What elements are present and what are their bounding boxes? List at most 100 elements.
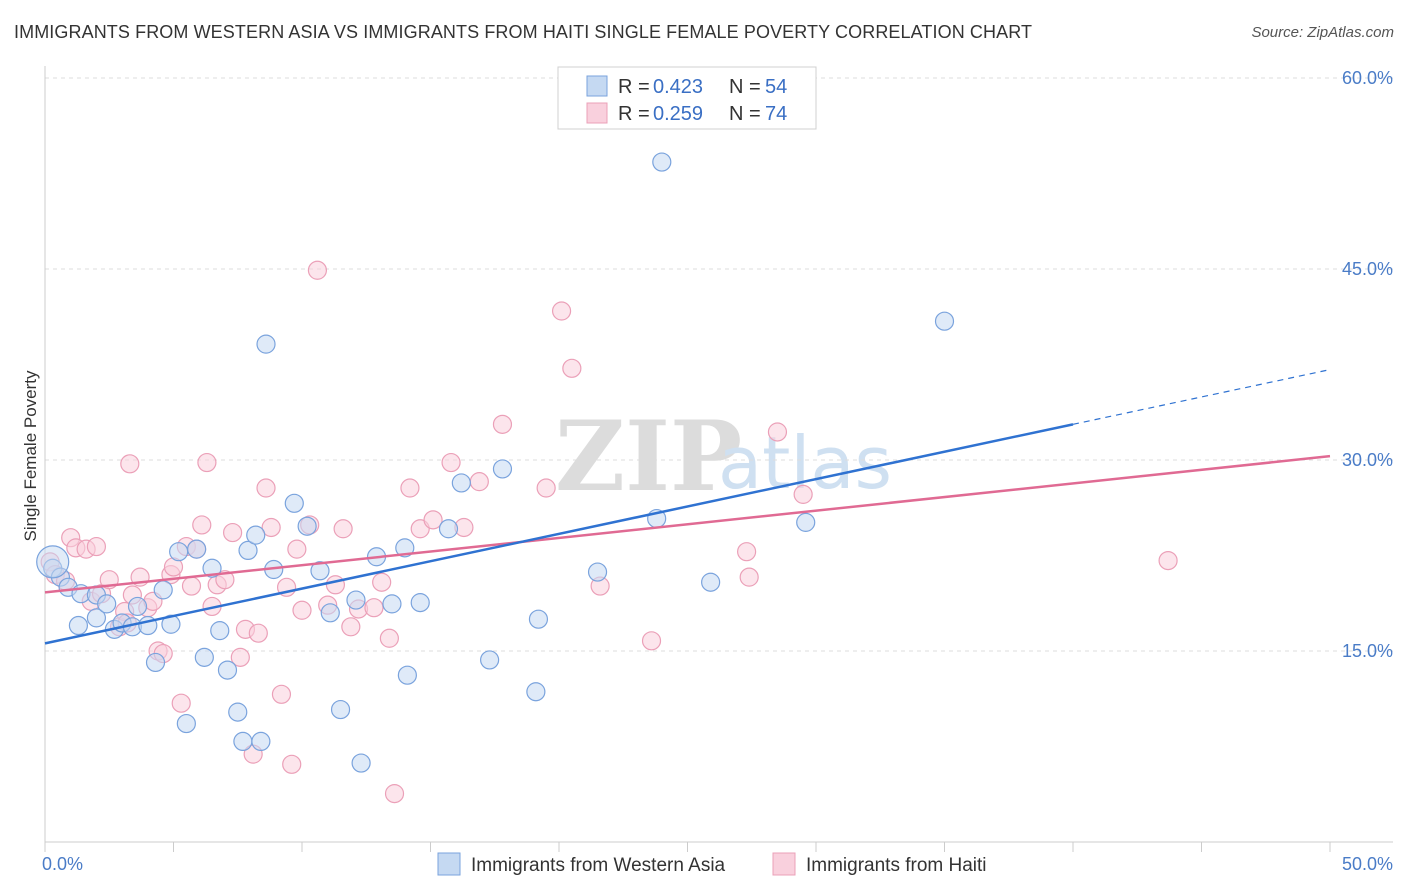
legend-r-label-pink: R =: [618, 103, 650, 125]
western-asia-point: [127, 596, 148, 617]
haiti-point: [379, 628, 399, 648]
haiti-point: [1158, 550, 1178, 571]
western-asia-point: [528, 609, 549, 629]
western-asia-point: [97, 594, 117, 614]
western-asia-point: [701, 572, 721, 592]
western-asia-point: [934, 311, 955, 331]
western-asia-point: [652, 152, 672, 172]
western-asia-point: [217, 660, 238, 680]
western-asia-point: [587, 562, 608, 582]
haiti-point: [333, 519, 353, 539]
haiti-point: [248, 623, 268, 643]
western-asia-point: [438, 519, 459, 539]
legend-r-value-blue: 0.423: [653, 76, 703, 98]
y-axis-label: Single Female Poverty: [21, 370, 40, 542]
haiti-point: [171, 693, 191, 713]
haiti-point: [256, 478, 276, 498]
western-asia-point: [228, 702, 248, 722]
western-asia-point: [297, 516, 317, 536]
western-asia-point: [310, 561, 330, 581]
chart-title: IMMIGRANTS FROM WESTERN ASIA VS IMMIGRAN…: [14, 22, 1033, 42]
western-asia-points: [36, 152, 955, 773]
western-asia-point: [397, 665, 417, 685]
grid-lines: [45, 77, 1393, 652]
western-asia-point: [202, 558, 222, 578]
haiti-trend-line: [44, 454, 1331, 594]
haiti-point: [492, 414, 513, 434]
haiti-points: [40, 260, 1178, 804]
x-axis-ticks: [44, 842, 1331, 852]
source-label: Source: ZipAtlas.com: [1251, 24, 1394, 41]
western-asia-point: [86, 608, 107, 628]
haiti-point: [181, 576, 202, 596]
legend-n-value-pink: 74: [765, 103, 787, 125]
western-asia-trend-line: [44, 423, 1074, 645]
haiti-point: [261, 517, 281, 538]
western-asia-point: [451, 473, 471, 493]
western-asia-point: [346, 590, 366, 610]
western-asia-point: [233, 731, 253, 752]
y-tick-label: 60.0%: [1342, 68, 1393, 88]
legend-r-value-pink: 0.259: [653, 103, 703, 125]
haiti-point: [469, 472, 489, 492]
haiti-point: [641, 631, 662, 651]
legend-n-label-pink: N =: [729, 103, 761, 125]
series-swatch-western-asia: [437, 852, 461, 876]
western-asia-point: [284, 493, 304, 513]
haiti-point: [341, 617, 361, 637]
y-tick-label: 30.0%: [1342, 450, 1393, 470]
legend-r-label-blue: R =: [618, 76, 650, 98]
haiti-point: [215, 570, 235, 590]
correlation-legend: R = 0.423 N = 54 R = 0.259 N = 74: [557, 66, 817, 130]
western-asia-point: [395, 538, 415, 558]
western-asia-point: [796, 512, 816, 532]
series-label-haiti: Immigrants from Haiti: [806, 855, 987, 876]
western-asia-point: [68, 615, 89, 636]
haiti-point: [441, 452, 461, 473]
western-asia-point: [153, 580, 173, 600]
haiti-point: [197, 452, 217, 473]
x-tick-label-min: 0.0%: [42, 854, 83, 874]
western-asia-point: [176, 713, 196, 734]
haiti-point: [767, 422, 788, 442]
haiti-point: [364, 598, 384, 618]
legend-swatch-blue: [586, 75, 608, 97]
haiti-point: [120, 454, 140, 474]
series-legend: Immigrants from Western Asia Immigrants …: [437, 852, 987, 876]
haiti-point: [400, 478, 420, 498]
western-asia-point: [330, 699, 351, 720]
haiti-point: [192, 515, 212, 535]
western-asia-point: [246, 525, 266, 545]
western-asia-trend-extension: [1072, 369, 1331, 425]
legend-n-label-blue: N =: [729, 76, 761, 98]
haiti-point: [271, 684, 292, 704]
trend-lines: [44, 369, 1331, 645]
western-asia-point: [36, 545, 70, 579]
series-label-western-asia: Immigrants from Western Asia: [471, 855, 726, 876]
legend-swatch-pink: [586, 102, 608, 124]
watermark-zip: ZIP: [555, 400, 742, 513]
legend-n-value-blue: 54: [765, 76, 787, 98]
haiti-point: [282, 754, 302, 774]
y-tick-label: 15.0%: [1342, 641, 1393, 661]
western-asia-point: [492, 459, 513, 479]
haiti-point: [307, 260, 328, 280]
series-swatch-haiti: [772, 852, 796, 876]
western-asia-point: [256, 334, 276, 354]
haiti-point: [287, 539, 307, 559]
y-tick-labels: 15.0% 30.0% 45.0% 60.0%: [1342, 68, 1393, 661]
watermark: ZIP atlas: [555, 400, 892, 513]
haiti-point: [793, 484, 813, 504]
haiti-point: [423, 510, 443, 530]
western-asia-point: [382, 594, 402, 614]
western-asia-point: [187, 539, 207, 559]
haiti-point: [384, 784, 405, 804]
haiti-point: [292, 600, 312, 620]
haiti-point: [223, 522, 243, 543]
western-asia-point: [410, 593, 430, 613]
x-tick-label-max: 50.0%: [1342, 854, 1393, 874]
western-asia-point: [320, 603, 340, 623]
haiti-point: [86, 536, 107, 557]
western-asia-point: [526, 682, 546, 702]
